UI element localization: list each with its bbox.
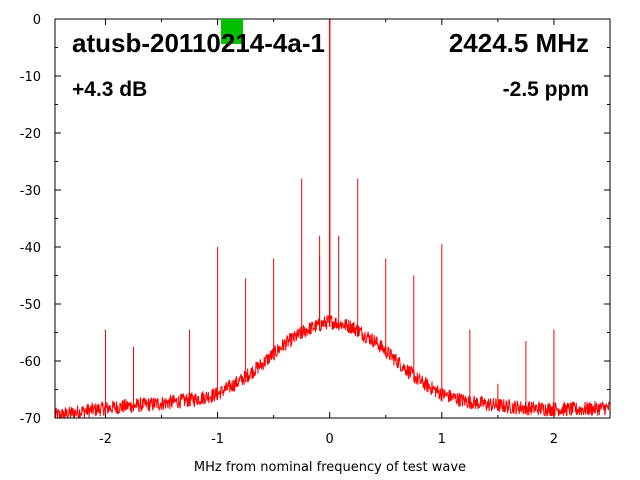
- gain-label: +4.3 dB: [72, 78, 147, 101]
- ppm-label: -2.5 ppm: [503, 78, 589, 101]
- frequency-label: 2424.5 MHz: [449, 28, 589, 58]
- spur-lines: [104, 19, 555, 415]
- y-tick-label: -40: [20, 241, 41, 256]
- y-tick-label: -50: [20, 298, 41, 313]
- status-indicator: [221, 19, 243, 44]
- y-tick-label: -70: [20, 412, 41, 427]
- y-tick-label: -10: [20, 70, 41, 85]
- x-tick-label: 1: [438, 432, 446, 447]
- y-tick-label: -60: [20, 355, 41, 370]
- x-axis-label: MHz from nominal frequency of test wave: [194, 460, 466, 475]
- device-id-label: atusb-20110214-4a-1: [72, 28, 325, 58]
- noise-floor-series: [54, 314, 611, 420]
- y-tick-label: -20: [20, 127, 41, 142]
- y-axis-ticks: 0 -10 -20 -30 -40 -50 -60 -70: [20, 13, 610, 427]
- y-tick-label: 0: [33, 13, 41, 28]
- x-tick-label: 0: [326, 432, 334, 447]
- x-tick-label: -1: [211, 432, 224, 447]
- x-tick-label: 2: [550, 432, 558, 447]
- plot-area: [54, 19, 611, 420]
- y-tick-label: -30: [20, 184, 41, 199]
- x-axis-ticks: -2 -1 0 1 2: [99, 19, 611, 447]
- x-tick-label: -2: [99, 432, 112, 447]
- plot-frame: [54, 18, 611, 419]
